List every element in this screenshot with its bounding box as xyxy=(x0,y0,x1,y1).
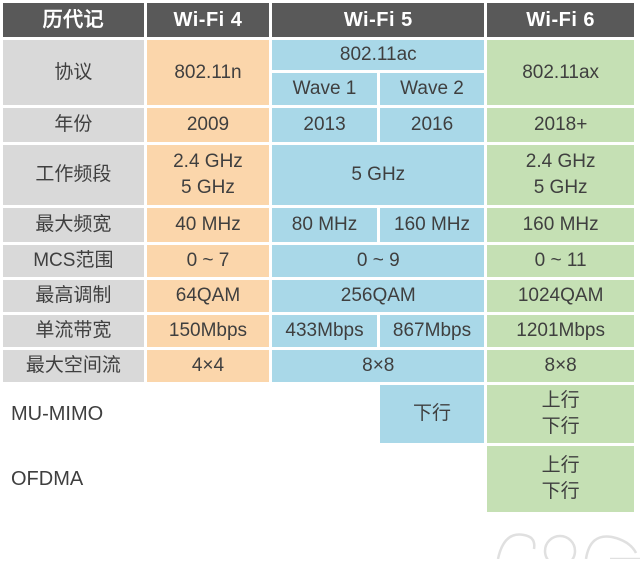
row-label-bandwidth: 最大频宽 xyxy=(3,208,144,242)
cell-protocol-wifi5: 802.11ac xyxy=(272,40,485,70)
row-label-mcs: MCS范围 xyxy=(3,245,144,277)
cell-year-wifi6: 2018+ xyxy=(487,108,634,142)
cell-modulation-wifi6: 1024QAM xyxy=(487,280,634,312)
row-label-band: 工作频段 xyxy=(3,145,144,205)
cell-mumimo-wifi6: 上行 下行 xyxy=(487,385,634,443)
cell-stream-wave2: 867Mbps xyxy=(379,315,485,347)
cell-mcs-wifi4: 0 ~ 7 xyxy=(146,245,270,277)
cell-stream-wifi4: 150Mbps xyxy=(146,315,270,347)
cell-protocol-wifi4: 802.11n xyxy=(146,40,270,105)
row-year: 年份 2009 2013 2016 2018+ xyxy=(3,108,634,142)
row-modulation: 最高调制 64QAM 256QAM 1024QAM xyxy=(3,280,634,312)
cell-ofdma-wifi5-empty xyxy=(272,446,485,512)
row-ofdma: OFDMA 上行 下行 xyxy=(3,446,634,512)
cell-spatial-wifi5: 8×8 xyxy=(272,350,485,382)
row-mumimo: MU-MIMO 下行 上行 下行 xyxy=(3,385,634,443)
cell-mumimo-wifi4-empty xyxy=(146,385,270,443)
row-bandwidth: 最大频宽 40 MHz 80 MHz 160 MHz 160 MHz xyxy=(3,208,634,242)
row-label-mumimo: MU-MIMO xyxy=(3,385,144,443)
cell-band-wifi4: 2.4 GHz 5 GHz xyxy=(146,145,270,205)
header-wifi6: Wi-Fi 6 xyxy=(487,3,634,37)
row-mcs: MCS范围 0 ~ 7 0 ~ 9 0 ~ 11 xyxy=(3,245,634,277)
row-label-protocol: 协议 xyxy=(3,40,144,105)
cell-modulation-wifi4: 64QAM xyxy=(146,280,270,312)
cell-bandwidth-wave1: 80 MHz xyxy=(272,208,377,242)
cell-protocol-wave1: Wave 1 xyxy=(272,73,377,105)
cell-bandwidth-wifi6: 160 MHz xyxy=(487,208,634,242)
header-row: 历代记 Wi-Fi 4 Wi-Fi 5 Wi-Fi 6 xyxy=(3,3,634,37)
row-label-year: 年份 xyxy=(3,108,144,142)
cell-modulation-wifi5: 256QAM xyxy=(272,280,485,312)
header-wifi5: Wi-Fi 5 xyxy=(272,3,485,37)
row-label-modulation: 最高调制 xyxy=(3,280,144,312)
row-protocol-top: 协议 802.11n 802.11ac 802.11ax xyxy=(3,40,634,105)
cell-year-wifi4: 2009 xyxy=(146,108,270,142)
cell-stream-wifi6: 1201Mbps xyxy=(487,315,634,347)
cell-stream-wave1: 433Mbps xyxy=(272,315,377,347)
cell-mcs-wifi5: 0 ~ 9 xyxy=(272,245,485,277)
row-label-ofdma: OFDMA xyxy=(3,446,144,512)
header-wifi4: Wi-Fi 4 xyxy=(146,3,270,37)
cell-ofdma-wifi6: 上行 下行 xyxy=(487,446,634,512)
cell-bandwidth-wave2: 160 MHz xyxy=(379,208,485,242)
wifi-comparison-table: 历代记 Wi-Fi 4 Wi-Fi 5 Wi-Fi 6 协议 802.11n 8… xyxy=(3,3,634,512)
cell-protocol-wifi6: 802.11ax xyxy=(487,40,634,105)
row-protocol-waves: Wave 1 Wave 2 xyxy=(3,73,634,105)
watermark-logo xyxy=(490,513,640,564)
cell-mcs-wifi6: 0 ~ 11 xyxy=(487,245,634,277)
cell-protocol-wave2: Wave 2 xyxy=(379,73,485,105)
cell-bandwidth-wifi4: 40 MHz xyxy=(146,208,270,242)
cell-mumimo-wave1-empty xyxy=(272,385,377,443)
row-label-stream: 单流带宽 xyxy=(3,315,144,347)
cell-mumimo-wave2: 下行 xyxy=(379,385,485,443)
cell-year-wave2: 2016 xyxy=(379,108,485,142)
cell-band-wifi5: 5 GHz xyxy=(272,145,485,205)
row-label-spatial: 最大空间流 xyxy=(3,350,144,382)
cell-spatial-wifi6: 8×8 xyxy=(487,350,634,382)
row-spatial: 最大空间流 4×4 8×8 8×8 xyxy=(3,350,634,382)
cell-year-wave1: 2013 xyxy=(272,108,377,142)
row-stream: 单流带宽 150Mbps 433Mbps 867Mbps 1201Mbps xyxy=(3,315,634,347)
header-era: 历代记 xyxy=(3,3,144,37)
cell-band-wifi6: 2.4 GHz 5 GHz xyxy=(487,145,634,205)
cell-spatial-wifi4: 4×4 xyxy=(146,350,270,382)
cell-ofdma-wifi4-empty xyxy=(146,446,270,512)
row-band: 工作频段 2.4 GHz 5 GHz 5 GHz 2.4 GHz 5 GHz xyxy=(3,145,634,205)
